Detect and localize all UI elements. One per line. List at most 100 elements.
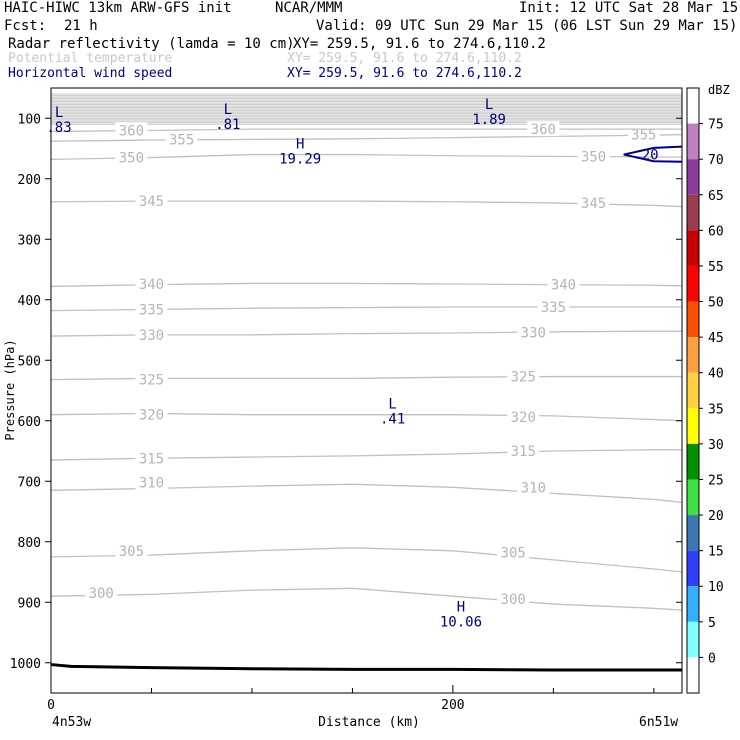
- x-tick-label: 0: [47, 698, 55, 713]
- colorbar-label: 15: [708, 545, 724, 560]
- extremum-low-marker: L: [485, 97, 493, 113]
- theta-contour-label: 350: [119, 151, 144, 167]
- wind-contour-label: 20: [642, 148, 659, 164]
- theta-contour-label: 325: [511, 370, 536, 386]
- y-tick-label: 900: [18, 596, 41, 611]
- colorbar-swatch: [687, 88, 699, 124]
- x-end-label-left: 4n53w: [52, 715, 91, 730]
- extremum-low-marker: L: [224, 102, 232, 118]
- theta-contour-label: 335: [139, 302, 164, 318]
- theta-label-bg: [507, 443, 540, 458]
- theta-label-bg: [115, 149, 148, 165]
- theta-contour-label: 305: [501, 546, 526, 562]
- colorbar-label: 5: [708, 616, 716, 631]
- theta-contour-335: [50, 306, 682, 312]
- theta-contour-label: 315: [139, 451, 164, 467]
- colorbar-swatch: [687, 337, 699, 373]
- plot-frame: [50, 87, 683, 694]
- forecast-hour: 21 h: [64, 18, 98, 34]
- theta-contour-label: 340: [139, 277, 164, 293]
- extremum-high-marker: H: [296, 137, 304, 153]
- colorbar-label: 25: [708, 473, 724, 488]
- y-tick-label: 800: [18, 536, 41, 551]
- theta-contour-label: 350: [581, 149, 606, 165]
- colorbar-swatch: [687, 301, 699, 338]
- theta-label-bg: [517, 324, 550, 340]
- theta-contour-label: 300: [89, 586, 114, 602]
- y-tick-label: 500: [18, 354, 41, 369]
- colorbar-swatch: [687, 372, 699, 409]
- valid-time: Valid: 09 UTC Sun 29 Mar 15 (06 LST Sun …: [316, 18, 738, 34]
- theta-label-bg: [527, 121, 560, 137]
- theta-contour-label: 360: [119, 123, 144, 139]
- theta-label-bg: [115, 122, 148, 138]
- extremum-value: .83: [46, 120, 71, 136]
- colorbar-swatch: [687, 230, 699, 266]
- theta-label-bg: [547, 276, 580, 292]
- colorbar-unit: dBZ: [708, 83, 730, 97]
- theta-contour-305: [50, 547, 683, 573]
- terrain-line: [50, 663, 682, 672]
- theta-contour-320: [50, 412, 683, 422]
- colorbar-label: 0: [708, 651, 716, 666]
- theta-label-bg: [577, 148, 610, 164]
- y-tick-label: 300: [18, 233, 41, 248]
- wind-contour-20: [623, 145, 683, 163]
- model-title: HAIC-HIWC 13km ARW-GFS init: [4, 0, 232, 16]
- field-xy-wind: XY= 259.5, 91.6 to 274.6,110.2: [287, 66, 522, 81]
- theta-label-bg: [85, 585, 118, 601]
- theta-label-bg: [135, 371, 168, 387]
- colorbar-label: 10: [708, 580, 724, 595]
- extremum-high-marker: H: [457, 599, 465, 615]
- y-tick-label: 400: [18, 294, 41, 309]
- theta-contour-label: 330: [139, 328, 164, 344]
- theta-label-bg: [135, 450, 168, 466]
- extremum-value: 1.89: [472, 112, 506, 128]
- colorbar-label: 50: [708, 296, 724, 311]
- field-name-wind: Horizontal wind speed: [8, 66, 173, 81]
- y-tick-label: 1000: [10, 657, 41, 672]
- theta-label-bg: [115, 542, 148, 558]
- colorbar-swatch: [687, 123, 699, 160]
- colorbar-swatch: [687, 265, 699, 302]
- colorbar-label: 75: [708, 118, 724, 133]
- colorbar-swatch: [687, 621, 699, 658]
- x-axis-label: Distance (km): [318, 715, 420, 730]
- field-name-theta: Potential temperature: [8, 51, 173, 66]
- theta-contour-label: 340: [551, 278, 576, 294]
- colorbar-swatch: [687, 550, 699, 587]
- theta-label-bg: [135, 301, 168, 317]
- theta-label-bg: [507, 368, 540, 384]
- theta-contour-label: 355: [631, 128, 656, 144]
- x-end-label-right: 6n51w: [639, 715, 678, 730]
- theta-contour-label: 315: [511, 444, 536, 460]
- field-name-reflectivity: Radar reflectivity (lamda = 10 cm): [8, 36, 295, 52]
- theta-contour-label: 360: [531, 122, 556, 138]
- theta-contour-315: [50, 449, 682, 461]
- extremum-value: .41: [380, 412, 405, 428]
- theta-contour-310: [50, 483, 683, 504]
- init-time: Init: 12 UTC Sat 28 Mar 15: [519, 0, 739, 16]
- theta-contour-325: [50, 375, 682, 381]
- y-tick-label: 700: [18, 475, 41, 490]
- y-tick-label: 100: [18, 112, 41, 127]
- colorbar-swatch: [687, 586, 699, 622]
- colorbar-swatch: [687, 479, 699, 516]
- theta-label-bg: [517, 479, 550, 495]
- y-tick-label: 200: [18, 173, 41, 188]
- theta-contour-340: [50, 282, 683, 288]
- theta-contour-label: 305: [119, 544, 144, 560]
- theta-contour-label: 310: [139, 475, 164, 491]
- theta-contour-label: 320: [139, 408, 164, 424]
- extremum-low-marker: L: [388, 397, 396, 413]
- theta-contour-label: 320: [511, 410, 536, 426]
- theta-label-bg: [497, 544, 530, 560]
- colorbar-label: 35: [708, 402, 724, 417]
- theta-contour-label: 310: [521, 480, 546, 496]
- colorbar-label: 20: [708, 509, 724, 524]
- theta-label-bg: [135, 193, 168, 209]
- colorbar-label: 45: [708, 331, 724, 346]
- extremum-value: .81: [215, 117, 240, 133]
